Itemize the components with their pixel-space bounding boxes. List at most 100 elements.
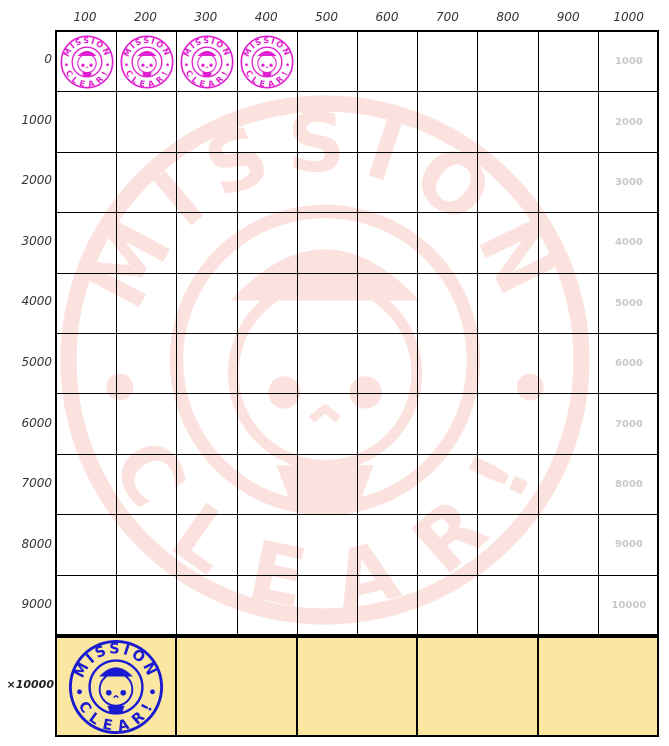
bonus-cell[interactable] [298,638,419,735]
bonus-cell[interactable] [539,638,659,735]
stamp-cell[interactable]: MISSION CLEAR! [57,32,118,93]
stamp-cell[interactable] [117,213,178,274]
stamp-cell[interactable] [117,394,178,455]
stamp-cell[interactable] [478,334,539,395]
stamp-cell[interactable] [177,575,238,636]
stamp-cell[interactable] [117,152,178,214]
stamp-cell[interactable] [418,152,479,214]
stamp-cell[interactable]: 1000 [598,32,659,93]
stamp-cell[interactable] [418,515,479,576]
stamp-cell[interactable] [57,334,118,395]
stamp-cell[interactable] [478,92,539,153]
stamp-cell[interactable] [538,213,599,274]
stamp-cell[interactable] [177,152,238,214]
stamp-cell[interactable] [538,92,599,153]
stamp-cell[interactable] [358,394,419,455]
stamp-cell[interactable] [177,273,238,334]
stamp-cell[interactable] [297,32,358,93]
stamp-cell[interactable] [297,515,358,576]
bonus-cell[interactable]: MISSION CLEAR! [57,638,178,735]
stamp-cell[interactable] [57,213,118,274]
bonus-cell[interactable] [177,638,298,735]
stamp-cell[interactable] [538,394,599,455]
stamp-cell[interactable] [358,454,419,516]
stamp-cell[interactable] [237,92,298,153]
stamp-cell[interactable] [418,454,479,516]
stamp-cell[interactable] [358,273,419,334]
stamp-cell[interactable] [57,515,118,576]
stamp-cell[interactable] [358,92,419,153]
stamp-cell[interactable] [57,92,118,153]
stamp-cell[interactable] [538,273,599,334]
stamp-cell[interactable] [117,273,178,334]
stamp-cell[interactable] [358,213,419,274]
stamp-cell[interactable]: 2000 [598,92,659,153]
stamp-cell[interactable] [237,454,298,516]
stamp-cell[interactable] [358,32,419,93]
stamp-cell[interactable] [57,575,118,636]
stamp-cell[interactable] [177,515,238,576]
stamp-cell[interactable] [117,92,178,153]
stamp-cell[interactable] [237,213,298,274]
stamp-cell[interactable] [538,32,599,93]
stamp-cell[interactable] [237,394,298,455]
stamp-cell[interactable] [57,394,118,455]
stamp-cell[interactable] [538,515,599,576]
stamp-cell[interactable] [177,334,238,395]
stamp-cell[interactable] [478,273,539,334]
stamp-cell[interactable] [478,394,539,455]
stamp-cell[interactable] [237,334,298,395]
bonus-cell[interactable] [418,638,539,735]
stamp-cell[interactable]: 5000 [598,274,659,334]
stamp-cell[interactable] [117,334,178,395]
stamp-cell[interactable]: 4000 [598,213,659,274]
stamp-cell[interactable] [478,575,539,636]
stamp-cell[interactable]: MISSION CLEAR! [177,32,238,93]
stamp-cell[interactable]: MISSION CLEAR! [237,32,298,93]
stamp-cell[interactable] [57,454,118,516]
stamp-cell[interactable] [117,575,178,636]
stamp-cell[interactable] [177,92,238,153]
stamp-cell[interactable] [358,152,419,214]
stamp-cell[interactable] [117,454,178,516]
stamp-cell[interactable]: 6000 [598,334,659,395]
stamp-cell[interactable] [117,515,178,576]
stamp-cell[interactable] [418,334,479,395]
stamp-cell[interactable] [177,394,238,455]
stamp-cell[interactable] [539,575,599,636]
stamp-cell[interactable] [238,575,298,636]
stamp-cell[interactable] [177,213,238,274]
stamp-cell[interactable] [478,515,539,576]
stamp-cell[interactable] [297,213,358,274]
stamp-cell[interactable] [418,32,479,93]
stamp-cell[interactable] [297,273,358,334]
stamp-cell[interactable] [297,334,358,395]
stamp-cell[interactable] [237,152,298,214]
stamp-cell[interactable]: MISSION CLEAR! [117,32,178,93]
stamp-cell[interactable] [538,152,599,214]
stamp-cell[interactable] [297,152,358,214]
stamp-cell[interactable] [237,273,298,334]
stamp-cell[interactable] [298,575,358,636]
stamp-cell[interactable] [478,454,539,516]
stamp-cell[interactable]: 3000 [598,153,659,214]
stamp-cell[interactable] [418,213,479,274]
stamp-cell[interactable] [177,454,238,516]
stamp-cell[interactable] [297,394,358,455]
stamp-cell[interactable] [418,394,479,455]
stamp-cell[interactable] [478,152,539,214]
stamp-cell[interactable] [538,334,599,395]
stamp-cell[interactable] [418,575,479,636]
stamp-cell[interactable]: 7000 [598,394,659,455]
stamp-cell[interactable]: 8000 [598,455,659,516]
stamp-cell[interactable] [57,152,118,214]
stamp-cell[interactable] [237,515,298,576]
stamp-cell[interactable] [297,454,358,516]
stamp-cell[interactable] [538,454,599,516]
stamp-cell[interactable] [358,334,419,395]
stamp-cell[interactable] [418,273,479,334]
stamp-cell[interactable] [358,575,419,636]
stamp-cell[interactable] [57,273,118,334]
stamp-cell[interactable] [418,92,479,153]
stamp-cell[interactable] [478,32,539,93]
